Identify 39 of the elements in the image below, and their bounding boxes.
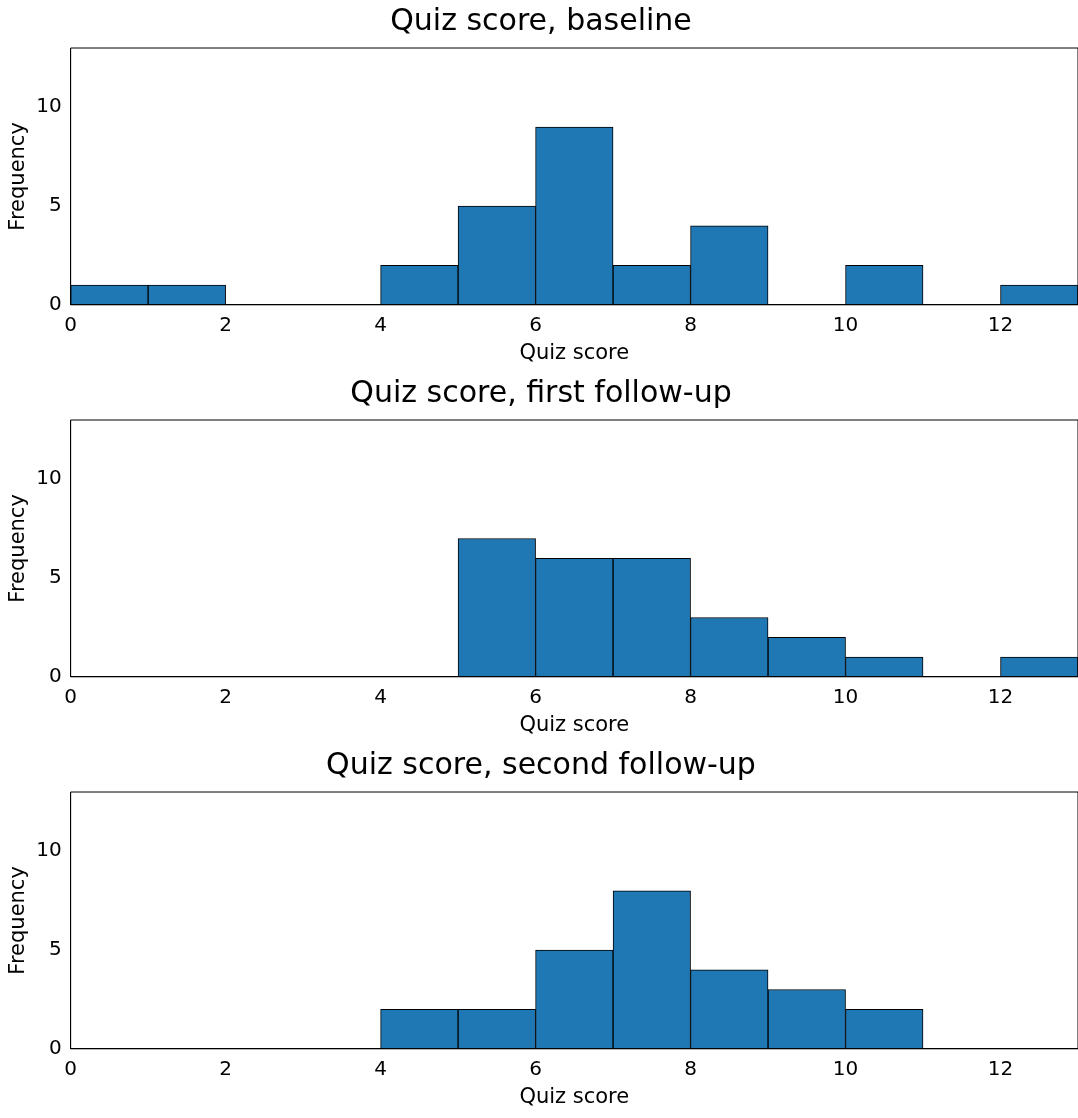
y-tick-label: 5 bbox=[48, 192, 62, 217]
x-tick-label: 10 bbox=[832, 684, 859, 708]
y-tick-label: 10 bbox=[36, 837, 62, 862]
x-tick-label: 8 bbox=[684, 684, 697, 708]
x-tick-label: 0 bbox=[64, 684, 78, 708]
x-axis-title: Quiz score bbox=[519, 711, 630, 736]
y-tick-label: 0 bbox=[48, 663, 62, 687]
chart-title: Quiz score, baseline bbox=[390, 1, 692, 37]
x-tick-label: 12 bbox=[987, 684, 1014, 708]
y-tick-label: 10 bbox=[36, 93, 62, 118]
x-tick-label: 10 bbox=[832, 1056, 859, 1080]
x-tick-label: 4 bbox=[374, 1056, 387, 1080]
x-tick-label: 2 bbox=[219, 312, 232, 336]
x-tick-label: 2 bbox=[219, 684, 232, 708]
x-axis-title: Quiz score bbox=[519, 339, 630, 364]
y-tick-label: 10 bbox=[36, 465, 62, 490]
x-tick-label: 12 bbox=[987, 312, 1014, 336]
y-axis-title: Frequency bbox=[5, 494, 30, 603]
x-tick-label: 12 bbox=[987, 1056, 1014, 1080]
y-tick-label: 0 bbox=[48, 291, 62, 315]
x-tick-label: 10 bbox=[832, 312, 859, 336]
x-tick-label: 4 bbox=[374, 312, 387, 336]
x-tick-label: 6 bbox=[529, 312, 542, 336]
y-tick-label: 5 bbox=[48, 936, 62, 961]
x-tick-label: 6 bbox=[529, 684, 542, 708]
chart-title: Quiz score, second follow-up bbox=[326, 745, 756, 781]
y-tick-label: 5 bbox=[48, 564, 62, 589]
x-tick-label: 6 bbox=[529, 1056, 542, 1080]
x-tick-label: 0 bbox=[64, 1056, 78, 1080]
x-tick-label: 0 bbox=[64, 312, 78, 336]
x-tick-label: 2 bbox=[219, 1056, 232, 1080]
y-axis-title: Frequency bbox=[5, 866, 30, 975]
chart-title: Quiz score, first follow-up bbox=[350, 373, 732, 409]
x-tick-label: 4 bbox=[374, 684, 387, 708]
y-axis-title: Frequency bbox=[5, 122, 30, 231]
x-axis-title: Quiz score bbox=[519, 1083, 630, 1108]
x-tick-label: 8 bbox=[684, 1056, 697, 1080]
x-tick-label: 8 bbox=[684, 312, 697, 336]
y-tick-label: 0 bbox=[48, 1035, 62, 1059]
